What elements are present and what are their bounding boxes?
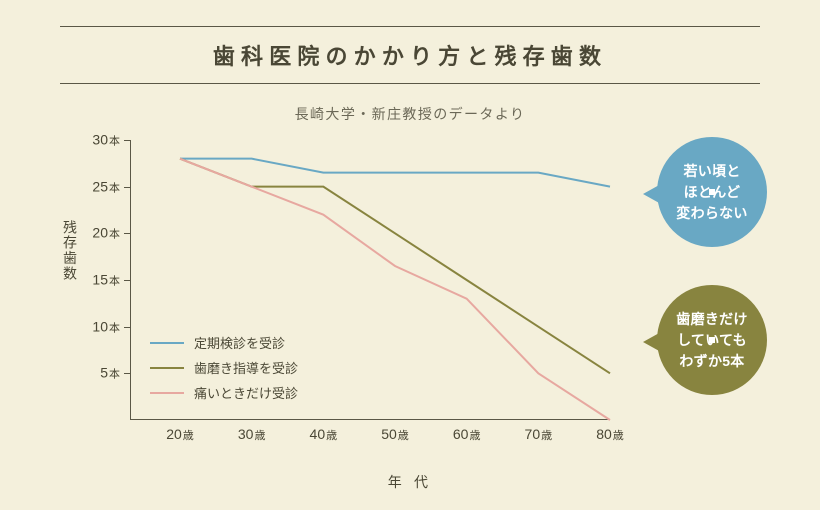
y-tick xyxy=(124,280,130,281)
y-tick-label: 10本 xyxy=(92,318,120,335)
y-tick xyxy=(124,140,130,141)
y-tick-label: 30本 xyxy=(92,132,120,149)
callout-olive: 歯磨きだけしていてもわずか5本 xyxy=(657,285,767,395)
legend-swatch xyxy=(150,342,184,344)
x-tick-label: 60歳 xyxy=(453,426,481,443)
y-axis-label: 残存歯数 xyxy=(60,220,80,282)
y-tick xyxy=(124,187,130,188)
x-tick-label: 50歳 xyxy=(381,426,409,443)
legend-swatch xyxy=(150,367,184,369)
y-tick-label: 20本 xyxy=(92,225,120,242)
callout-tail-icon xyxy=(643,332,661,352)
title-bar: 歯科医院のかかり方と残存歯数 xyxy=(60,26,760,84)
legend-item-brushing: 歯磨き指導を受診 xyxy=(150,358,298,377)
legend-item-pain: 痛いときだけ受診 xyxy=(150,383,298,402)
legend-label: 痛いときだけ受診 xyxy=(194,383,298,402)
x-tick-label: 70歳 xyxy=(525,426,553,443)
subtitle: 長崎大学・新庄教授のデータより xyxy=(0,104,820,124)
y-tick xyxy=(124,327,130,328)
callout-text: 若い頃とほとんど変わらない xyxy=(676,161,747,224)
x-tick-label: 20歳 xyxy=(166,426,194,443)
x-tick-label: 40歳 xyxy=(310,426,338,443)
legend-label: 歯磨き指導を受診 xyxy=(194,358,298,377)
y-tick-label: 5本 xyxy=(100,365,120,382)
y-tick-label: 15本 xyxy=(92,272,120,289)
callout-text: 歯磨きだけしていてもわずか5本 xyxy=(676,309,747,372)
x-tick-label: 30歳 xyxy=(238,426,266,443)
page-title: 歯科医院のかかり方と残存歯数 xyxy=(60,39,760,71)
y-tick xyxy=(124,233,130,234)
callout-blue: 若い頃とほとんど変わらない xyxy=(657,137,767,247)
legend: 定期検診を受診歯磨き指導を受診痛いときだけ受診 xyxy=(150,327,298,402)
legend-label: 定期検診を受診 xyxy=(194,333,285,352)
y-tick-label: 25本 xyxy=(92,178,120,195)
x-tick-label: 80歳 xyxy=(596,426,624,443)
series-checkup xyxy=(180,159,610,187)
x-axis-label: 年 代 xyxy=(0,472,820,492)
callout-tail-icon xyxy=(643,184,661,204)
legend-item-checkup: 定期検診を受診 xyxy=(150,333,298,352)
chart-plot: 定期検診を受診歯磨き指導を受診痛いときだけ受診 5本10本15本20本25本30… xyxy=(130,140,610,420)
y-tick xyxy=(124,373,130,374)
legend-swatch xyxy=(150,392,184,394)
